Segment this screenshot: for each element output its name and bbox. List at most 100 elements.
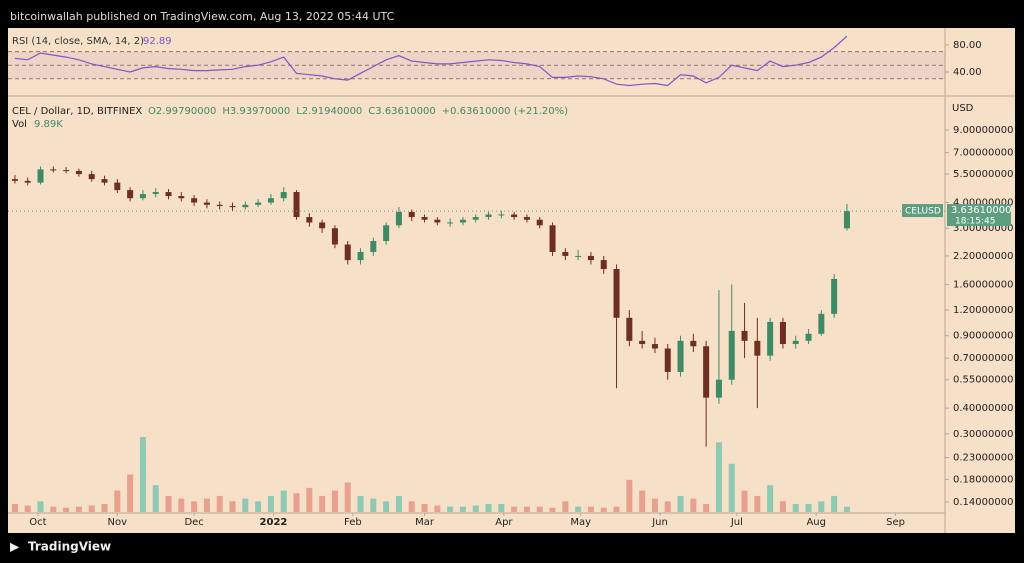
volume-last: 9.89K xyxy=(34,119,63,130)
y-tick-label: 4.00000000 xyxy=(953,198,1013,209)
y-tick-label: 0.30000000 xyxy=(953,429,1013,440)
y-tick-label: 0.14000000 xyxy=(953,497,1013,508)
y-tick-label: 2.20000000 xyxy=(953,251,1013,262)
candle-body xyxy=(280,192,287,199)
volume-bar xyxy=(600,507,607,512)
candle-body xyxy=(703,346,710,398)
rsi-line xyxy=(14,35,848,87)
volume-bar xyxy=(818,501,825,512)
candle-body xyxy=(715,379,722,398)
candle-body xyxy=(805,333,812,341)
x-tick-label: Feb xyxy=(344,517,362,528)
volume-bar xyxy=(703,503,710,512)
candle-body xyxy=(792,340,799,345)
volume-bar xyxy=(639,490,646,512)
symbol: CELUSD xyxy=(905,207,941,217)
candle-body xyxy=(395,211,402,226)
candle-body xyxy=(728,330,735,380)
y-tick-label: 1.60000000 xyxy=(953,279,1013,290)
candle-body xyxy=(421,217,428,220)
candle-body xyxy=(651,344,658,349)
volume-bar xyxy=(50,506,57,512)
volume-bar xyxy=(395,495,402,512)
volume-bar xyxy=(485,503,492,512)
volume-bar xyxy=(357,495,364,512)
x-tick-label: Mar xyxy=(415,517,435,528)
volume-bar xyxy=(562,501,569,512)
volume-bar xyxy=(63,507,70,512)
volume-bar xyxy=(421,503,428,512)
volume-bar xyxy=(37,501,44,512)
volume-bar xyxy=(306,487,313,512)
volume-bar xyxy=(383,501,390,512)
y-tick-label: 1.20000000 xyxy=(953,305,1013,316)
volume-bar xyxy=(267,495,274,512)
candle-body xyxy=(587,255,594,261)
volume-bar xyxy=(498,503,505,512)
volume-label: Vol xyxy=(12,119,27,130)
candle-body xyxy=(229,205,236,208)
ohlc-legend: +0.63610000 (+21.20%) xyxy=(442,106,568,117)
volume-bar xyxy=(805,503,812,512)
volume-bar xyxy=(434,505,441,512)
rsi-label: RSI (14, close, SMA, 14, 2) xyxy=(12,36,144,47)
y-tick-label: 7.00000000 xyxy=(953,148,1013,159)
candle-body xyxy=(127,190,134,199)
candle-body xyxy=(459,219,466,223)
rsi-tick-label: 80.00 xyxy=(953,40,982,51)
volume-bar xyxy=(139,437,146,512)
candle-body xyxy=(37,169,44,183)
volume-bar xyxy=(88,505,95,512)
volume-bar xyxy=(165,495,172,512)
volume-bar xyxy=(344,482,351,512)
ohlc-legend: C3.63610000 xyxy=(368,106,435,117)
candle-body xyxy=(536,219,543,226)
candle-body xyxy=(600,260,607,270)
volume-bar xyxy=(408,501,415,512)
x-tick-label: May xyxy=(570,517,591,528)
volume-bar xyxy=(114,490,121,512)
y-tick-label: 0.18000000 xyxy=(953,474,1013,485)
title: CEL / Dollar, 1D, BITFINEX xyxy=(12,106,142,117)
volume-bar xyxy=(152,485,159,512)
candle-body xyxy=(485,214,492,218)
y-tick-label: 0.40000000 xyxy=(953,403,1013,414)
candle-body xyxy=(357,251,364,261)
x-tick-label: 2022 xyxy=(260,517,288,528)
volume-bar xyxy=(242,498,249,512)
y-tick-label: 0.70000000 xyxy=(953,353,1013,364)
candle-body xyxy=(114,182,121,191)
candle-body xyxy=(664,348,671,372)
candle-body xyxy=(306,217,313,223)
volume-bar xyxy=(511,506,518,512)
candle-body xyxy=(575,255,582,257)
publisher: bitcoinwallah published on TradingView.c… xyxy=(10,10,395,23)
volume-bar xyxy=(523,506,530,512)
candle-body xyxy=(677,340,684,372)
x-tick-label: Jul xyxy=(730,517,743,528)
x-tick-label: Nov xyxy=(108,517,128,528)
candle-body xyxy=(191,198,198,203)
candle-body xyxy=(165,192,172,197)
volume-bar xyxy=(280,490,287,512)
candle-body xyxy=(779,321,786,345)
volume-bar xyxy=(549,507,556,512)
x-tick-label: Aug xyxy=(806,517,826,528)
volume-bar xyxy=(651,498,658,512)
x-tick-label: Jun xyxy=(651,517,668,528)
volume-bar xyxy=(664,501,671,512)
candle-body xyxy=(549,225,556,252)
candle-body xyxy=(24,180,31,183)
last-price-label: 3.63610000 xyxy=(951,205,1011,216)
ohlc-legend: O2.99790000 xyxy=(148,106,216,117)
volume-bar xyxy=(255,501,262,512)
volume-bar xyxy=(754,495,761,512)
volume-bar xyxy=(331,490,338,512)
volume-bar xyxy=(843,506,850,512)
volume-bar xyxy=(741,490,748,512)
volume-bar xyxy=(767,485,774,512)
x-tick-label: Dec xyxy=(184,517,203,528)
volume-bar xyxy=(626,479,633,512)
y-tick-label: 9.00000000 xyxy=(953,125,1013,136)
